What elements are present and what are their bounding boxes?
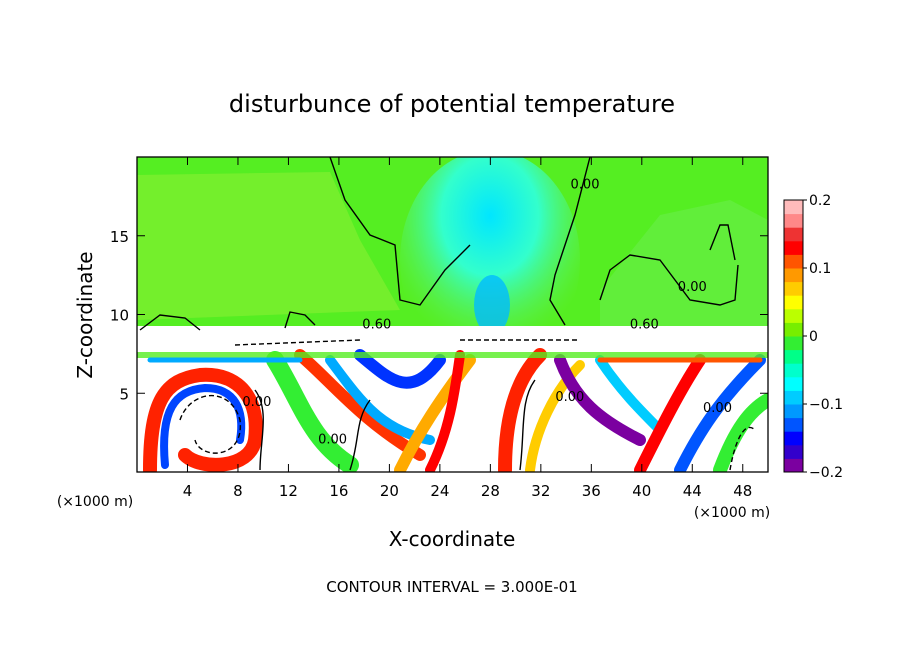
colorbar	[784, 200, 803, 473]
colorbar-swatch	[784, 404, 803, 419]
cool-plume-core	[474, 275, 510, 335]
chart-title: disturbunce of potential temperature	[229, 90, 675, 118]
upper-light-patch-right	[600, 200, 768, 330]
colorbar-swatch	[784, 254, 803, 269]
x-axis-unit-left: (×1000 m)	[57, 494, 133, 510]
x-tick-label: 4	[183, 482, 193, 500]
colorbar-swatch	[784, 200, 803, 215]
y-tick-label: 10	[110, 307, 129, 325]
inversion-strip	[137, 326, 768, 350]
contour-label: 0.00	[318, 433, 347, 448]
x-tick-label: 32	[531, 482, 550, 500]
x-tick-label: 48	[733, 482, 752, 500]
colorbar-swatch	[784, 363, 803, 378]
colorbar-swatch	[784, 336, 803, 351]
colorbar-swatch	[784, 322, 803, 337]
contour-label: 0.00	[571, 178, 600, 193]
colorbar-swatch	[784, 308, 803, 323]
x-tick-label: 12	[279, 482, 298, 500]
contour-interval-text: CONTOUR INTERVAL = 3.000E-01	[326, 578, 577, 596]
colorbar-tick-label: 0.2	[809, 193, 831, 209]
turbulent-eddies	[137, 348, 768, 472]
colorbar-swatch	[784, 376, 803, 391]
contour-label: 0.00	[555, 390, 584, 405]
contour-labels: 0.60 0.60 0.00 0.00 0.00 0.00 0.00 0.00	[242, 178, 732, 448]
colorbar-swatch	[784, 417, 803, 432]
colorbar-swatch	[784, 431, 803, 446]
colorbar-swatch	[784, 444, 803, 459]
x-axis-ticks: 4 8 12 16 20 24 28 32 36 40 44 48	[183, 157, 752, 500]
colorbar-tick-label: 0	[809, 329, 818, 345]
contour-label: 0.60	[630, 318, 659, 333]
colorbar-swatch	[784, 213, 803, 228]
colorbar-tick-label: −0.1	[809, 397, 843, 413]
y-tick-label: 5	[119, 385, 129, 403]
y-axis-ticks: 5 10 15	[110, 228, 768, 403]
upper-light-patch	[137, 172, 400, 320]
cool-plume	[400, 157, 580, 370]
colorbar-tick-label: 0.1	[809, 261, 831, 277]
colorbar-swatch	[784, 227, 803, 242]
contour-label: 0.00	[242, 395, 271, 410]
colorbar-swatch	[784, 390, 803, 405]
x-tick-label: 36	[582, 482, 601, 500]
colorbar-swatch	[784, 281, 803, 296]
y-axis-label: Z-coordinate	[73, 251, 97, 378]
x-tick-label: 20	[380, 482, 399, 500]
contour-lines	[139, 157, 756, 471]
x-tick-label: 44	[683, 482, 702, 500]
contour-label: 0.60	[362, 318, 391, 333]
colorbar-ticks: 0.2 0.1 0 −0.1 −0.2	[803, 193, 843, 481]
colorbar-swatch	[784, 268, 803, 283]
colorbar-swatch	[784, 295, 803, 310]
x-tick-label: 16	[329, 482, 348, 500]
colorbar-swatch	[784, 240, 803, 255]
x-tick-label: 8	[233, 482, 243, 500]
colorbar-tick-label: −0.2	[809, 465, 843, 481]
y-tick-label: 15	[110, 228, 129, 246]
colorbar-swatch	[784, 458, 803, 473]
plot-area	[137, 157, 768, 472]
contour-label: 0.00	[678, 280, 707, 295]
x-tick-label: 40	[632, 482, 651, 500]
x-axis-unit-right: (×1000 m)	[694, 505, 770, 521]
x-tick-label: 24	[430, 482, 449, 500]
x-axis-label: X-coordinate	[389, 527, 516, 551]
colorbar-swatch	[784, 349, 803, 364]
contour-label: 0.00	[703, 401, 732, 416]
x-tick-label: 28	[481, 482, 500, 500]
